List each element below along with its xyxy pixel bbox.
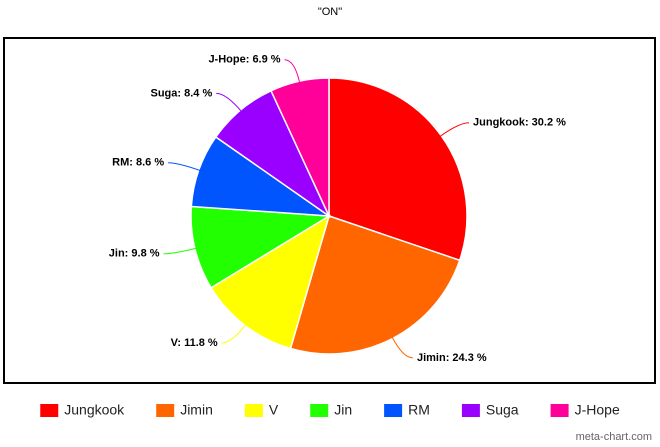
legend-label: RM [408, 402, 430, 418]
legend-swatch [461, 404, 480, 417]
legend-label: Jimin [180, 402, 213, 418]
legend-swatch [550, 404, 569, 417]
leader-line [168, 162, 201, 172]
legend-label: Jungkook [64, 402, 125, 418]
leader-line [439, 122, 470, 138]
legend-label: J-Hope [575, 402, 620, 418]
source: meta-chart.com [576, 431, 652, 443]
data-label: RM: 8.6 % [112, 157, 164, 169]
legend-swatch [384, 404, 403, 417]
legend-swatch [156, 404, 175, 417]
leader-line [284, 59, 301, 84]
leader-line [221, 323, 247, 344]
chart-title: "ON" [318, 6, 342, 18]
leader-line [216, 92, 243, 113]
data-label: J-Hope: 6.9 % [208, 54, 280, 66]
data-label: Jin: 9.8 % [109, 248, 160, 260]
data-label: Jimin: 24.3 % [417, 352, 487, 364]
legend-label: Jin [334, 402, 352, 418]
data-label: Suga: 8.4 % [150, 87, 212, 99]
leader-line [163, 247, 197, 255]
legend-swatch [310, 404, 329, 417]
data-label: V: 11.8 % [171, 337, 218, 349]
leader-line [391, 336, 414, 359]
legend-label: Suga [486, 402, 519, 418]
legend-label: V [269, 402, 279, 418]
legend-swatch [40, 404, 59, 417]
data-label: Jungkook: 30.2 % [473, 117, 566, 129]
legend-swatch [244, 404, 263, 417]
